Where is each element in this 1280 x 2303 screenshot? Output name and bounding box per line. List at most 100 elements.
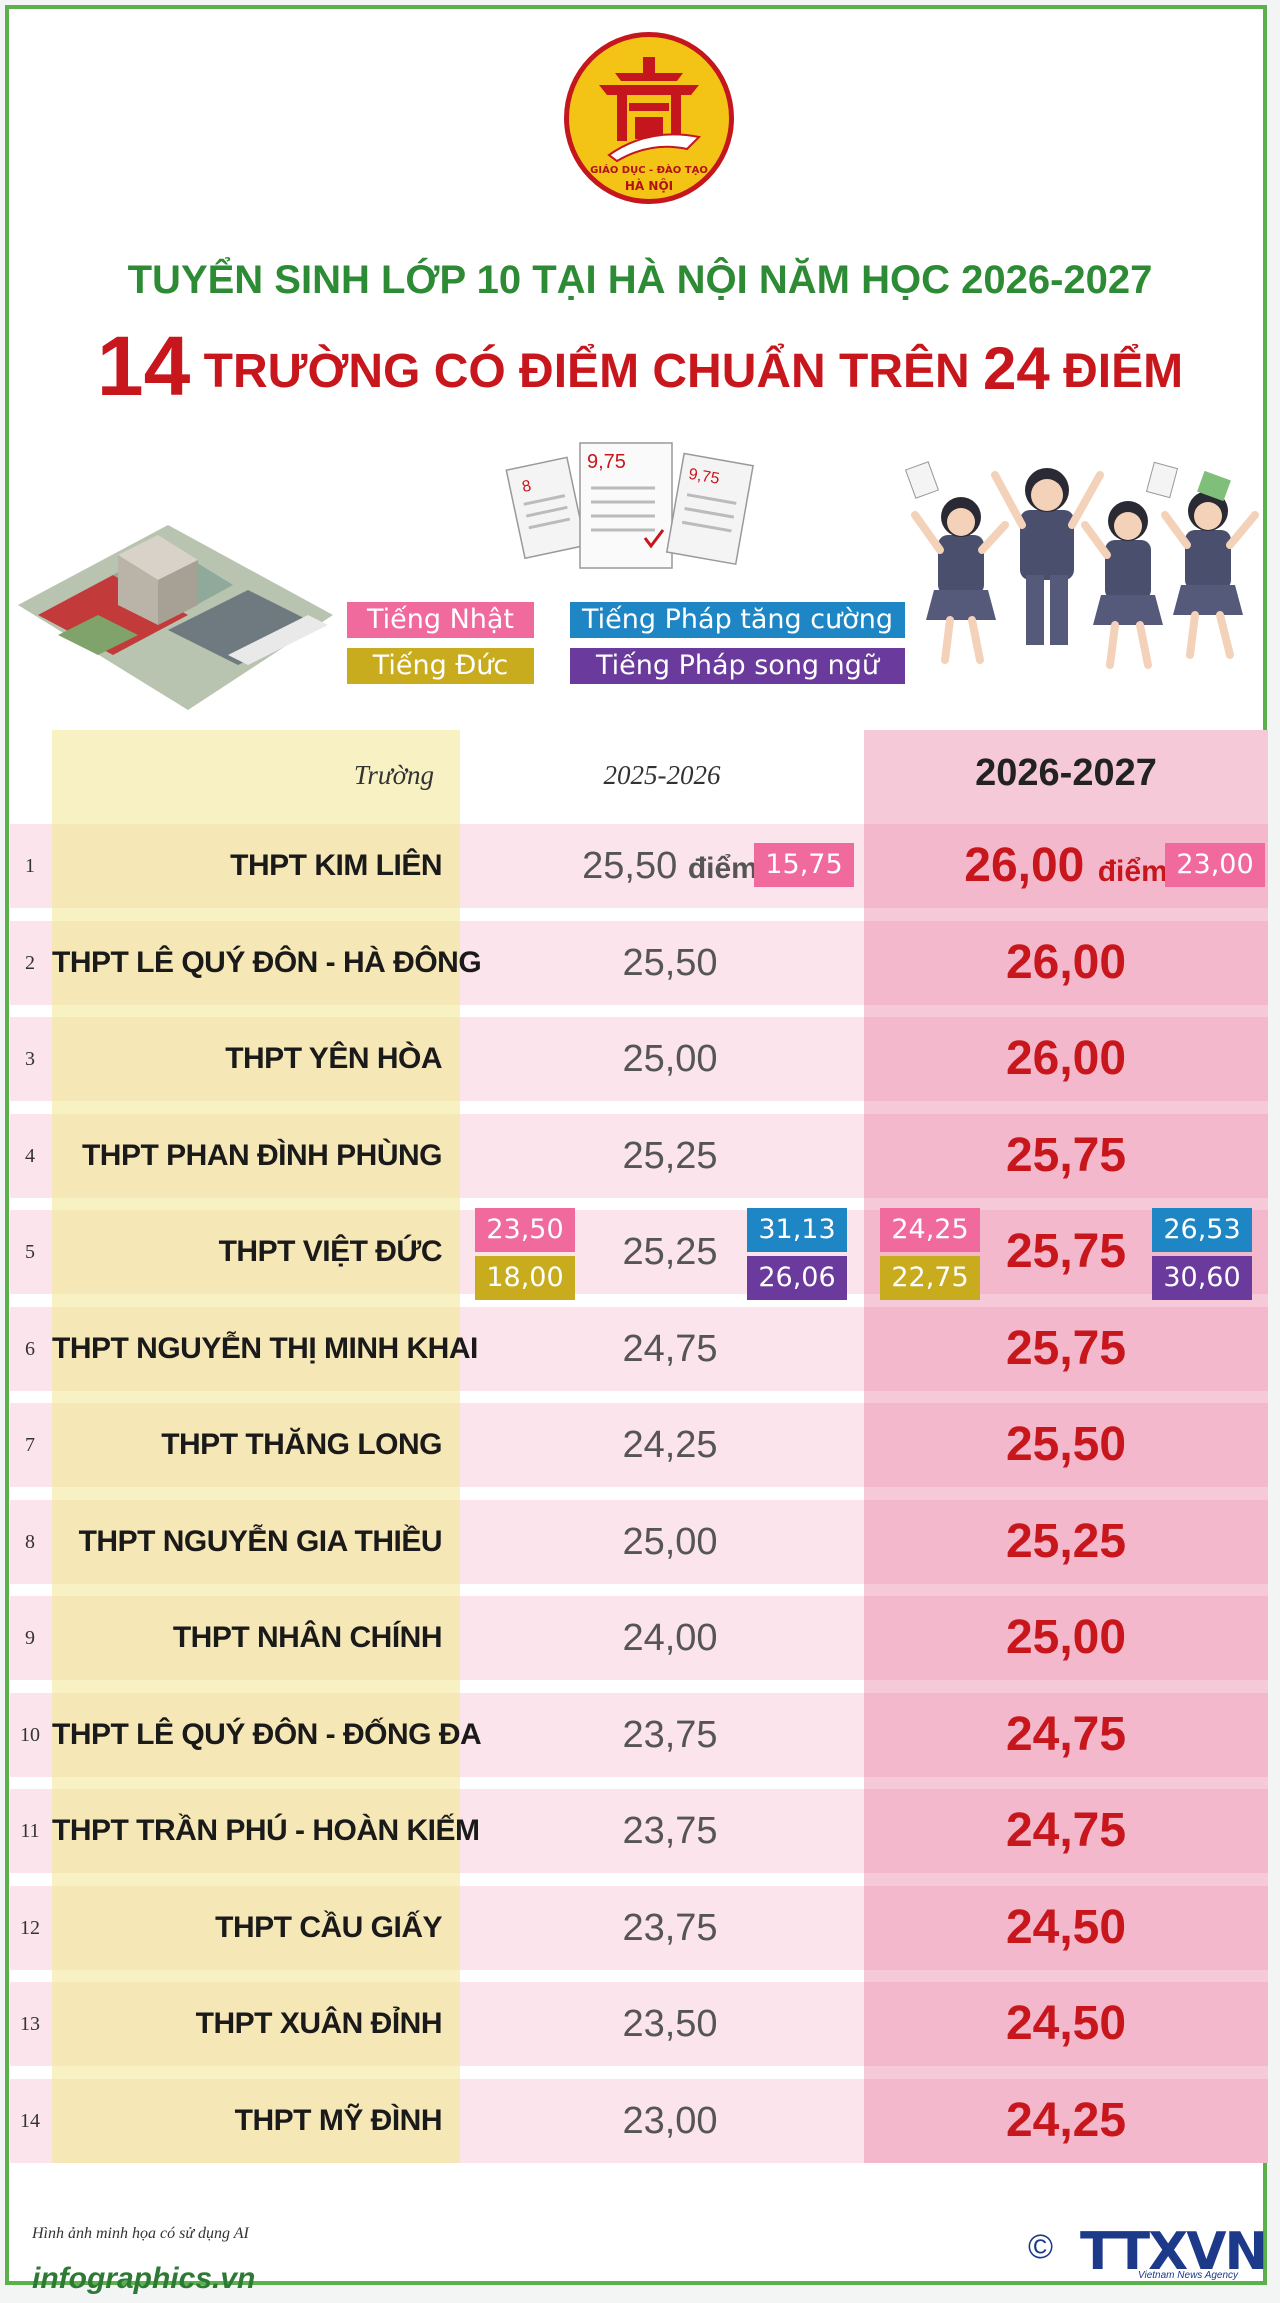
paper-score-2: 9,75 — [587, 451, 626, 473]
school-name: THPT KIM LIÊN — [230, 849, 442, 882]
new-score: 25,00 — [1005, 1611, 1127, 1664]
table-row: 7 THPT THĂNG LONG 24,25 25,50 — [10, 1403, 1268, 1487]
row-band-new — [864, 1886, 1268, 1970]
school-name: THPT TRẦN PHÚ - HOÀN KIẾM — [52, 1814, 480, 1847]
new-score: 25,50 — [1005, 1418, 1127, 1471]
new-score: 25,75 — [1005, 1129, 1127, 1182]
school-name: THPT NHÂN CHÍNH — [172, 1621, 443, 1654]
school-name: THPT THĂNG LONG — [161, 1428, 442, 1461]
old-score: 25,25 — [622, 1231, 718, 1273]
paper-score-1: 8 — [521, 478, 533, 496]
row-band-new — [864, 1500, 1268, 1584]
school-name: THPT LÊ QUÝ ĐÔN - HÀ ĐÔNG — [52, 946, 482, 979]
old-tag-japanese: 23,50 — [475, 1208, 575, 1252]
ttxvn-subtitle: Vietnam News Agency — [1138, 2270, 1239, 2281]
new-score: 24,75 — [1005, 1708, 1127, 1761]
table-row: 1 THPT KIM LIÊN 25,50 điểm 15,75 26,00 điểm 2… — [10, 824, 1268, 908]
old-score: 24,00 — [622, 1617, 718, 1659]
edu-dept-logo: GIÁO DỤC - ĐÀO TẠO HÀ NỘI — [564, 32, 734, 204]
row-number: 7 — [25, 1434, 35, 1456]
old-score: 23,75 — [622, 1810, 718, 1852]
row-band-school — [52, 1500, 460, 1584]
row-band-new — [864, 921, 1268, 1005]
table-row: 12 THPT CẦU GIẤY 23,75 24,50 — [10, 1886, 1268, 1970]
school-name: THPT XUÂN ĐỈNH — [195, 2007, 443, 2040]
old-score: 25,00 — [622, 1038, 718, 1080]
header-new-year: 2026-2027 — [975, 752, 1157, 794]
legend-french-bilingual: Tiếng Pháp song ngữ — [570, 648, 905, 684]
legend-japanese: Tiếng Nhật — [347, 602, 534, 638]
old-score-unit: điểm — [687, 852, 758, 885]
row-band-new — [864, 1596, 1268, 1680]
old-score: 24,75 — [622, 1328, 718, 1370]
old-score: 25,50 — [622, 942, 718, 984]
new-score: 24,50 — [1005, 1901, 1127, 1954]
new-tag-german: 22,75 — [880, 1256, 980, 1300]
row-number: 5 — [25, 1241, 35, 1263]
row-band-school — [52, 1693, 460, 1777]
new-tag-french-enhanced: 26,53 — [1152, 1208, 1252, 1252]
paper-score-3: 9,75 — [687, 466, 721, 488]
header-old-year: 2025-2026 — [603, 760, 721, 790]
table-row: 4 THPT PHAN ĐÌNH PHÙNG 25,25 25,75 — [10, 1114, 1268, 1198]
row-band-school — [52, 1017, 460, 1101]
row-band-new — [864, 1693, 1268, 1777]
title-end: ĐIỂM — [1049, 345, 1184, 398]
old-score: 23,50 — [622, 2003, 718, 2045]
old-tag-japanese: 15,75 — [754, 843, 854, 887]
row-band-school — [52, 1114, 460, 1198]
school-name: THPT NGUYỄN GIA THIỀU — [78, 1525, 443, 1558]
new-score-value: 26,00 — [964, 839, 1085, 892]
old-score: 23,75 — [622, 1714, 718, 1756]
row-number: 12 — [20, 1917, 40, 1939]
new-score: 25,75 — [1005, 1225, 1127, 1278]
legend-french-enhanced: Tiếng Pháp tăng cường — [570, 602, 905, 638]
table-row: 13 THPT XUÂN ĐỈNH 23,50 24,50 — [10, 1982, 1268, 2066]
table-row: 6 THPT NGUYỄN THỊ MINH KHAI 24,75 25,75 — [10, 1307, 1268, 1391]
header-school: Trường — [353, 760, 434, 790]
row-number: 4 — [25, 1145, 35, 1167]
exam-papers-illustration: 8 9,75 9,75 — [505, 442, 754, 569]
old-tag-french-enhanced: 31,13 — [747, 1208, 847, 1252]
students-jumping-illustration — [904, 461, 1259, 669]
row-number: 3 — [25, 1048, 35, 1070]
row-band-school — [52, 824, 460, 908]
new-score: 26,00 điểm — [864, 824, 1268, 908]
row-band-new — [864, 1982, 1268, 2066]
table-row: 5 THPT VIỆT ĐỨC 25,25 25,75 23,50 18,00 31,13 2… — [10, 1208, 1268, 1300]
ttxvn-logo-text: TTXVN — [1080, 2222, 1268, 2282]
row-band-new — [864, 2079, 1268, 2163]
title-line1: TUYỂN SINH LỚP 10 TẠI HÀ NỘI NĂM HỌC 202… — [127, 258, 1153, 302]
new-score: 24,50 — [1005, 1997, 1127, 2050]
school-building-illustration — [18, 525, 333, 710]
row-number: 11 — [20, 1820, 40, 1842]
row-band-school — [52, 2079, 460, 2163]
row-band-new — [864, 1403, 1268, 1487]
row-band-school — [52, 1403, 460, 1487]
row-band-new — [864, 1307, 1268, 1391]
new-score: 25,75 — [1005, 1322, 1127, 1375]
site-url: infographics.vn — [32, 2262, 256, 2295]
new-score: 24,25 — [1005, 2094, 1127, 2147]
row-number: 13 — [20, 2013, 40, 2035]
row-band-new — [864, 1017, 1268, 1101]
row-band-school — [52, 1789, 460, 1873]
school-name: THPT PHAN ĐÌNH PHÙNG — [81, 1139, 443, 1172]
row-band-school — [52, 921, 460, 1005]
table-row: 14 THPT MỸ ĐÌNH 23,00 24,25 — [10, 2079, 1268, 2163]
school-name: THPT NGUYỄN THỊ MINH KHAI — [52, 1332, 478, 1365]
title-middle: TRƯỜNG CÓ ĐIỂM CHUẨN TRÊN — [190, 345, 984, 398]
table-row: 3 THPT YÊN HÒA 25,00 26,00 — [10, 1017, 1268, 1101]
old-score: 25,50 điểm — [468, 824, 872, 908]
row-band-school — [52, 1982, 460, 2066]
row-number: 1 — [25, 855, 35, 877]
row-number: 9 — [25, 1627, 35, 1649]
row-number: 8 — [25, 1531, 35, 1553]
old-score: 23,00 — [622, 2100, 718, 2142]
new-score: 25,25 — [1005, 1515, 1127, 1568]
new-score: 26,00 — [1005, 936, 1127, 989]
row-number: 2 — [25, 952, 35, 974]
school-name: THPT MỸ ĐÌNH — [234, 2104, 443, 2137]
row-band-school — [52, 1886, 460, 1970]
row-band-school — [52, 1596, 460, 1680]
